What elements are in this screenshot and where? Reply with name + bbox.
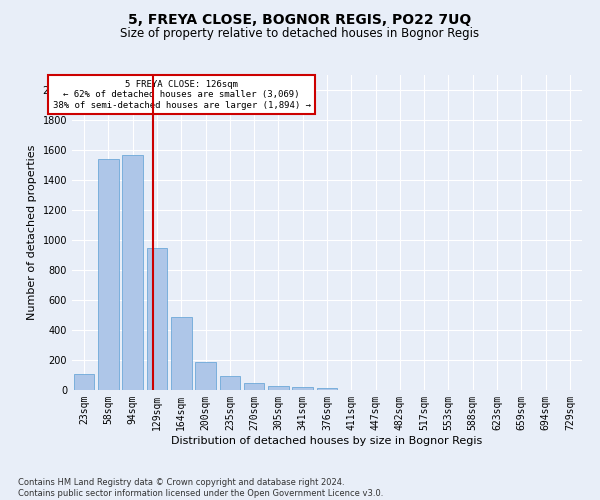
- Text: Contains HM Land Registry data © Crown copyright and database right 2024.
Contai: Contains HM Land Registry data © Crown c…: [18, 478, 383, 498]
- Bar: [146, 248, 167, 390]
- Bar: [122, 154, 143, 390]
- Bar: [171, 316, 191, 390]
- Bar: [195, 362, 216, 390]
- Bar: [268, 386, 289, 390]
- X-axis label: Distribution of detached houses by size in Bognor Regis: Distribution of detached houses by size …: [172, 436, 482, 446]
- Text: Size of property relative to detached houses in Bognor Regis: Size of property relative to detached ho…: [121, 28, 479, 40]
- Bar: [220, 376, 240, 390]
- Bar: [244, 383, 265, 390]
- Bar: [98, 159, 119, 390]
- Bar: [74, 374, 94, 390]
- Text: 5 FREYA CLOSE: 126sqm
← 62% of detached houses are smaller (3,069)
38% of semi-d: 5 FREYA CLOSE: 126sqm ← 62% of detached …: [53, 80, 311, 110]
- Bar: [317, 388, 337, 390]
- Bar: [292, 387, 313, 390]
- Text: 5, FREYA CLOSE, BOGNOR REGIS, PO22 7UQ: 5, FREYA CLOSE, BOGNOR REGIS, PO22 7UQ: [128, 12, 472, 26]
- Y-axis label: Number of detached properties: Number of detached properties: [27, 145, 37, 320]
